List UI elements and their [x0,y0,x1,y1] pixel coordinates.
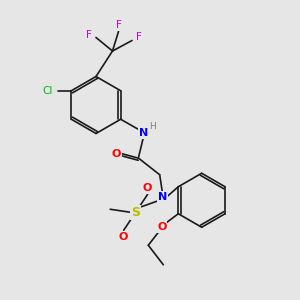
Text: H: H [149,122,156,131]
Text: F: F [116,20,122,30]
Text: N: N [158,192,167,202]
Text: O: O [143,183,152,193]
Text: Cl: Cl [42,86,52,96]
Text: F: F [136,32,142,43]
Text: S: S [131,206,140,219]
Text: N: N [139,128,148,138]
Text: O: O [157,222,167,232]
Text: O: O [112,149,121,159]
Text: F: F [86,29,92,40]
Text: O: O [119,232,128,242]
